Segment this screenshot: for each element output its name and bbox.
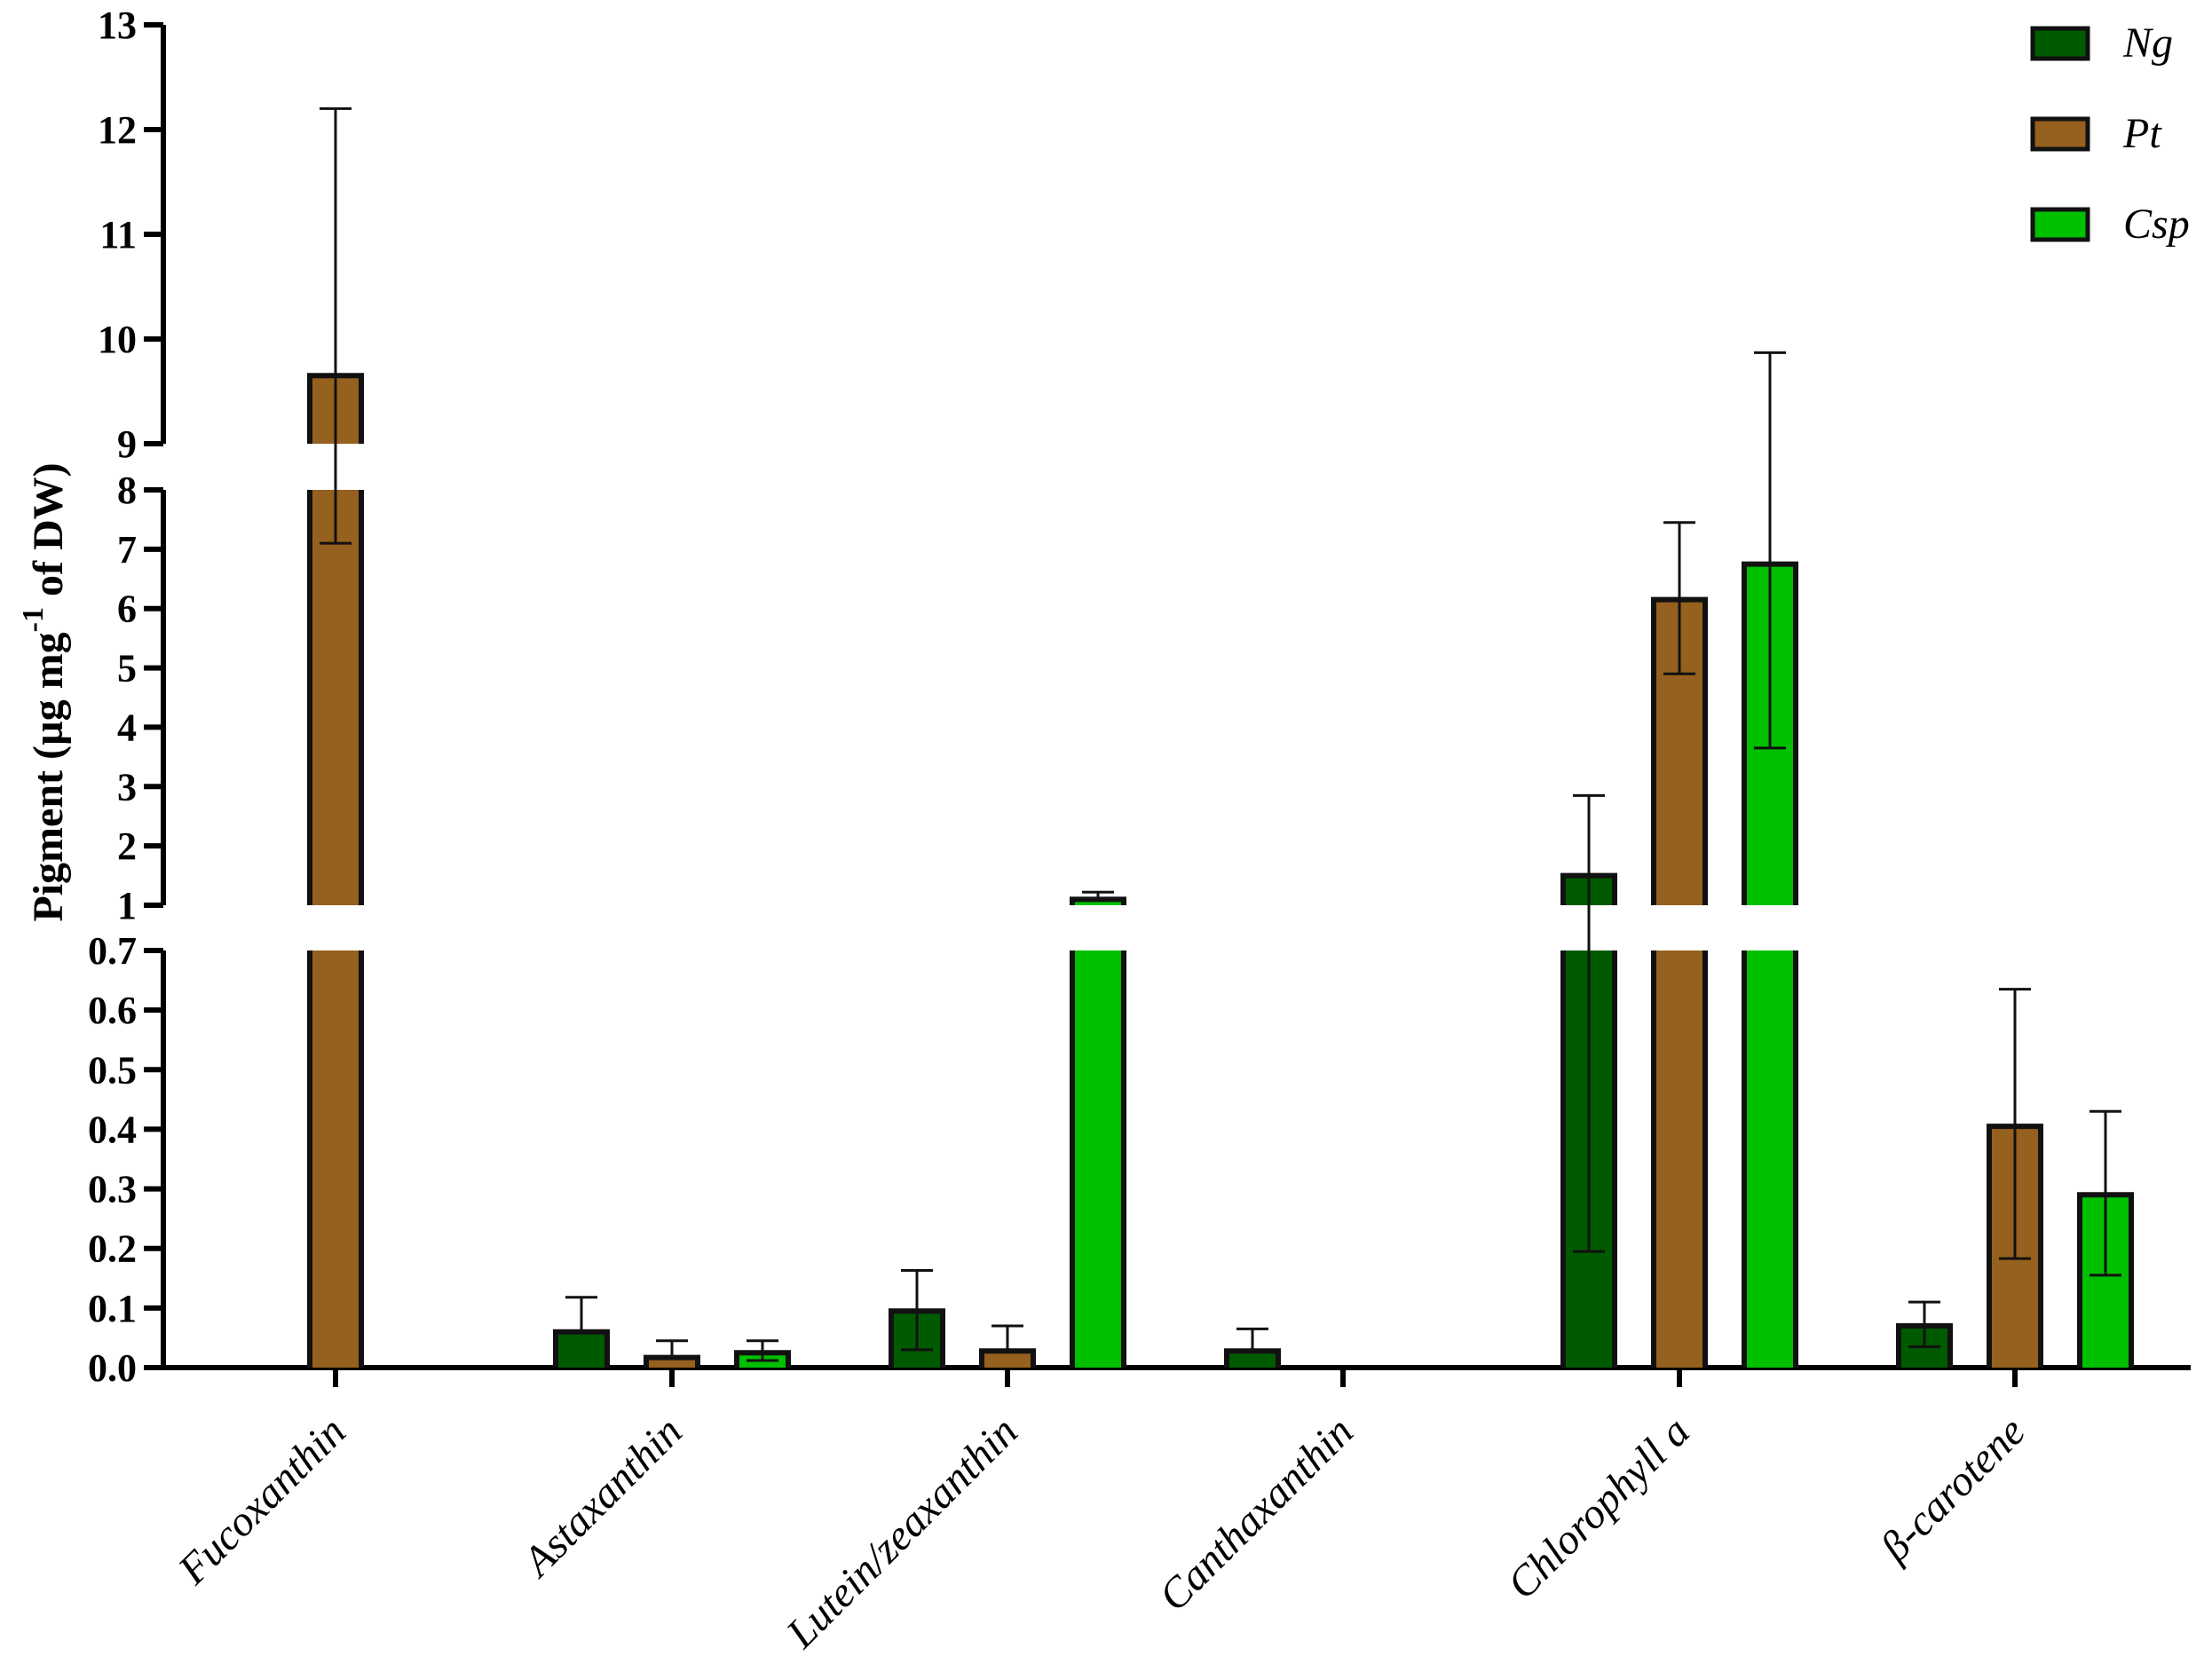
bars bbox=[307, 373, 2134, 1368]
legend: Ng Pt Csp bbox=[2030, 20, 2190, 248]
bar-Pt-2 bbox=[982, 1351, 1033, 1368]
legend-label-Csp: Csp bbox=[2123, 201, 2190, 248]
y-tick-label: 0.6 bbox=[88, 989, 137, 1032]
x-tick-label: Chlorophyll a bbox=[1498, 1408, 1699, 1608]
bar-Ng-3 bbox=[1227, 1351, 1278, 1368]
bar-Csp-2 bbox=[1072, 899, 1124, 905]
y-tick-label: 3 bbox=[117, 765, 137, 808]
x-tick-labels: Fucoxanthin Astaxanthin Lutein/zeaxanthin C… bbox=[169, 1368, 2034, 1658]
y-axis-label-tail: of DW) bbox=[25, 462, 72, 607]
bar-Csp-2 bbox=[1072, 950, 1124, 1368]
y-tick-label: 10 bbox=[98, 318, 137, 361]
y-tick-label: 0.7 bbox=[88, 929, 137, 973]
y-tick-label: 0.4 bbox=[88, 1108, 137, 1151]
x-tick-label: β-carotene bbox=[1871, 1408, 2034, 1571]
y-tick-label: 6 bbox=[117, 588, 137, 631]
y-tick-label: 8 bbox=[117, 469, 137, 512]
legend-swatch-Ng bbox=[2030, 26, 2090, 61]
bar-Pt-4 bbox=[1654, 950, 1705, 1368]
y-axis-label: Pigment (µg mg-1 of DW) bbox=[17, 462, 72, 921]
y-axis-label-base: Pigment (µg mg bbox=[25, 632, 72, 921]
y-tick-label: 2 bbox=[117, 824, 137, 868]
legend-label-Pt: Pt bbox=[2122, 110, 2162, 157]
legend-label-Ng: Ng bbox=[2122, 20, 2173, 67]
y-tick-label: 5 bbox=[117, 647, 137, 690]
y-tick-label: 1 bbox=[117, 884, 137, 927]
y-tick-label: 4 bbox=[117, 706, 137, 749]
bar-Ng-1 bbox=[556, 1331, 607, 1368]
legend-swatch-Pt bbox=[2030, 116, 2090, 152]
error-bars bbox=[320, 106, 2121, 1362]
y-tick-label: 0.5 bbox=[88, 1048, 137, 1092]
x-tick-label: Fucoxanthin bbox=[169, 1408, 355, 1594]
y-axis-label-sup: -1 bbox=[17, 607, 50, 632]
y-tick-label: 13 bbox=[98, 4, 137, 47]
x-tick-label: Lutein/zeaxanthin bbox=[777, 1408, 1026, 1657]
x-tick-label: Canthaxanthin bbox=[1150, 1408, 1363, 1620]
axes bbox=[161, 25, 2191, 1370]
y-tick-label: 12 bbox=[98, 108, 137, 152]
y-tick-label: 9 bbox=[117, 422, 137, 466]
bar-Pt-1 bbox=[646, 1357, 698, 1368]
y-tick-label: 0.1 bbox=[88, 1287, 137, 1330]
y-ticks: 0.00.10.20.30.40.50.60.71234567891011121… bbox=[88, 4, 163, 1390]
legend-swatch-Csp bbox=[2030, 207, 2090, 242]
bar-Pt-0 bbox=[310, 490, 361, 905]
y-tick-label: 7 bbox=[117, 528, 137, 572]
bar-Csp-4 bbox=[1744, 950, 1796, 1368]
y-tick-label: 0.2 bbox=[88, 1227, 137, 1271]
x-tick-label: Astaxanthin bbox=[512, 1408, 691, 1587]
bar-Pt-0 bbox=[310, 950, 361, 1368]
y-tick-label: 11 bbox=[99, 213, 137, 256]
y-tick-label: 0.3 bbox=[88, 1168, 137, 1211]
y-tick-label: 0.0 bbox=[88, 1346, 137, 1390]
